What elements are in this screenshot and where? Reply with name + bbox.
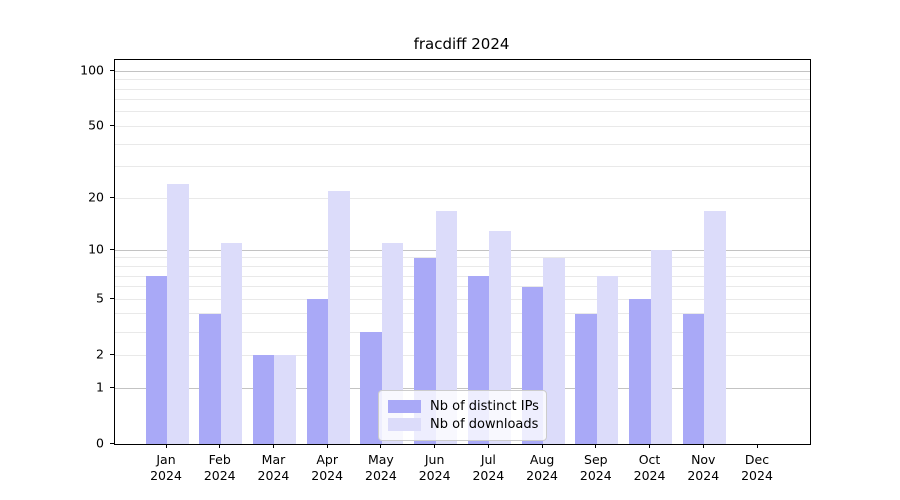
bar-distinct-ips-mar <box>252 355 275 444</box>
bar-distinct-ips-feb <box>199 314 221 444</box>
y-tick-label: 0 <box>96 435 104 451</box>
x-tick-mark <box>326 444 328 448</box>
minor-gridline <box>115 257 810 259</box>
y-tick-mark <box>110 297 114 299</box>
chart-title: fracdiff 2024 <box>413 35 510 53</box>
minor-gridline <box>115 313 810 315</box>
bar-downloads-jun <box>435 210 458 444</box>
legend-item-downloads: Nb of downloads <box>388 415 539 433</box>
y-tick-mark <box>110 353 114 355</box>
x-tick-label: Aug 2024 <box>526 452 558 484</box>
x-tick-label: Mar 2024 <box>257 452 290 484</box>
x-tick-label: Apr 2024 <box>311 452 344 484</box>
x-tick-mark <box>702 444 704 448</box>
bar-downloads-mar <box>274 355 296 444</box>
bar-downloads-feb <box>220 243 243 444</box>
plot-area: Nb of distinct IPs Nb of downloads <box>114 59 811 445</box>
y-tick-label: 1 <box>96 379 104 395</box>
minor-gridline <box>115 125 810 127</box>
minor-gridline <box>115 79 810 81</box>
x-tick-mark <box>434 444 436 448</box>
legend-swatch-downloads-icon <box>388 417 421 431</box>
y-tick-mark <box>110 386 114 388</box>
x-tick-mark <box>756 444 758 448</box>
legend-label-distinct-ips: Nb of distinct IPs <box>430 398 539 414</box>
x-tick-label: Nov 2024 <box>687 452 720 484</box>
minor-gridline <box>115 298 810 300</box>
bar-distinct-ips-oct <box>629 299 651 444</box>
minor-gridline <box>115 88 810 90</box>
bar-downloads-sep <box>596 276 619 444</box>
bar-distinct-ips-sep <box>575 314 597 444</box>
minor-gridline <box>115 143 810 145</box>
legend-label-downloads: Nb of downloads <box>430 416 539 432</box>
minor-gridline <box>115 286 810 288</box>
y-tick-label: 100 <box>80 62 104 78</box>
legend-swatch-distinct-ips-icon <box>388 399 421 413</box>
y-tick-label: 5 <box>96 290 104 306</box>
x-tick-label: Jun 2024 <box>418 452 451 484</box>
major-gridline <box>115 387 810 389</box>
y-tick-mark <box>110 196 114 198</box>
bar-downloads-jan <box>167 183 189 444</box>
y-tick-label: 10 <box>88 241 104 257</box>
y-tick-mark <box>110 248 114 250</box>
bar-distinct-ips-apr <box>306 299 329 444</box>
x-tick-label: Oct 2024 <box>633 452 666 484</box>
x-tick-mark <box>272 444 274 448</box>
legend-item-distinct-ips: Nb of distinct IPs <box>388 397 539 415</box>
x-tick-label: Jan 2024 <box>150 452 182 484</box>
x-tick-label: Sep 2024 <box>579 452 612 484</box>
y-tick-mark <box>110 69 114 71</box>
minor-gridline <box>115 197 810 199</box>
bar-downloads-oct <box>650 250 673 444</box>
x-tick-mark <box>595 444 597 448</box>
x-tick-mark <box>219 444 221 448</box>
x-tick-mark <box>541 444 543 448</box>
minor-gridline <box>115 266 810 267</box>
minor-gridline <box>115 166 810 168</box>
bar-downloads-aug <box>543 258 565 444</box>
y-tick-mark <box>110 442 114 444</box>
y-tick-label: 50 <box>88 117 104 133</box>
major-gridline <box>115 70 810 72</box>
y-tick-label: 20 <box>88 189 104 205</box>
bar-distinct-ips-jan <box>145 276 167 444</box>
x-tick-label: May 2024 <box>365 452 397 484</box>
x-tick-label: Feb 2024 <box>203 452 236 484</box>
x-tick-label: Jul 2024 <box>472 452 505 484</box>
x-tick-mark <box>380 444 382 448</box>
legend: Nb of distinct IPs Nb of downloads <box>378 390 547 441</box>
x-tick-mark <box>165 444 167 448</box>
bar-distinct-ips-nov <box>682 314 705 444</box>
minor-gridline <box>115 275 810 277</box>
minor-gridline <box>115 111 810 113</box>
x-tick-mark <box>649 444 651 448</box>
minor-gridline <box>115 331 810 333</box>
bar-distinct-ips-may <box>360 332 382 444</box>
x-tick-mark <box>487 444 489 448</box>
bar-downloads-nov <box>704 210 726 444</box>
y-tick-label: 2 <box>96 346 104 362</box>
y-tick-mark <box>110 124 114 126</box>
bar-downloads-apr <box>328 190 350 444</box>
minor-gridline <box>115 99 810 101</box>
minor-gridline <box>115 354 810 356</box>
x-tick-label: Dec 2024 <box>741 452 773 484</box>
major-gridline <box>115 249 810 251</box>
